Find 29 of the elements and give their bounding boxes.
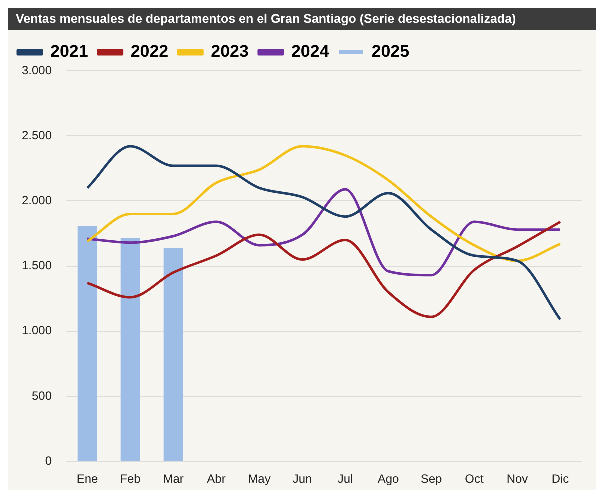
x-tick-label: Dic — [552, 472, 570, 486]
line-series — [86, 220, 562, 318]
x-tick-label: Nov — [506, 472, 528, 486]
y-tick-label: 2.000 — [22, 194, 52, 208]
x-tick-label: Sep — [420, 472, 443, 486]
y-tick-label: 3.000 — [22, 63, 52, 78]
x-tick-label: Ago — [378, 472, 400, 486]
x-tick-label: Oct — [465, 472, 485, 486]
legend-label: 2024 — [291, 42, 330, 62]
x-tick-label: Ene — [76, 472, 99, 486]
x-tick-label: Jun — [292, 472, 312, 486]
line-series — [86, 145, 562, 321]
legend-label: 2025 — [372, 42, 410, 62]
legend-label: 2023 — [211, 42, 249, 62]
x-tick-label: Feb — [120, 472, 142, 486]
y-tick-label: 1.500 — [22, 258, 52, 273]
y-tick-label: 0 — [45, 454, 52, 468]
y-tick-label: 2.500 — [22, 128, 52, 142]
line-series — [86, 145, 562, 262]
x-tick-label: Mar — [163, 472, 184, 486]
y-tick-label: 1.000 — [22, 324, 52, 338]
chart-title: Ventas mensuales de departamentos en el Gran Santiago (Serie desestacionalizada) — [8, 8, 596, 30]
x-tick-label: Jul — [338, 472, 354, 486]
legend-label: 2022 — [130, 42, 169, 62]
line-series — [86, 188, 562, 277]
legend-label: 2021 — [50, 42, 88, 62]
x-tick-label: May — [248, 472, 271, 486]
x-tick-label: Abr — [207, 472, 226, 486]
y-tick-label: 500 — [32, 388, 52, 403]
